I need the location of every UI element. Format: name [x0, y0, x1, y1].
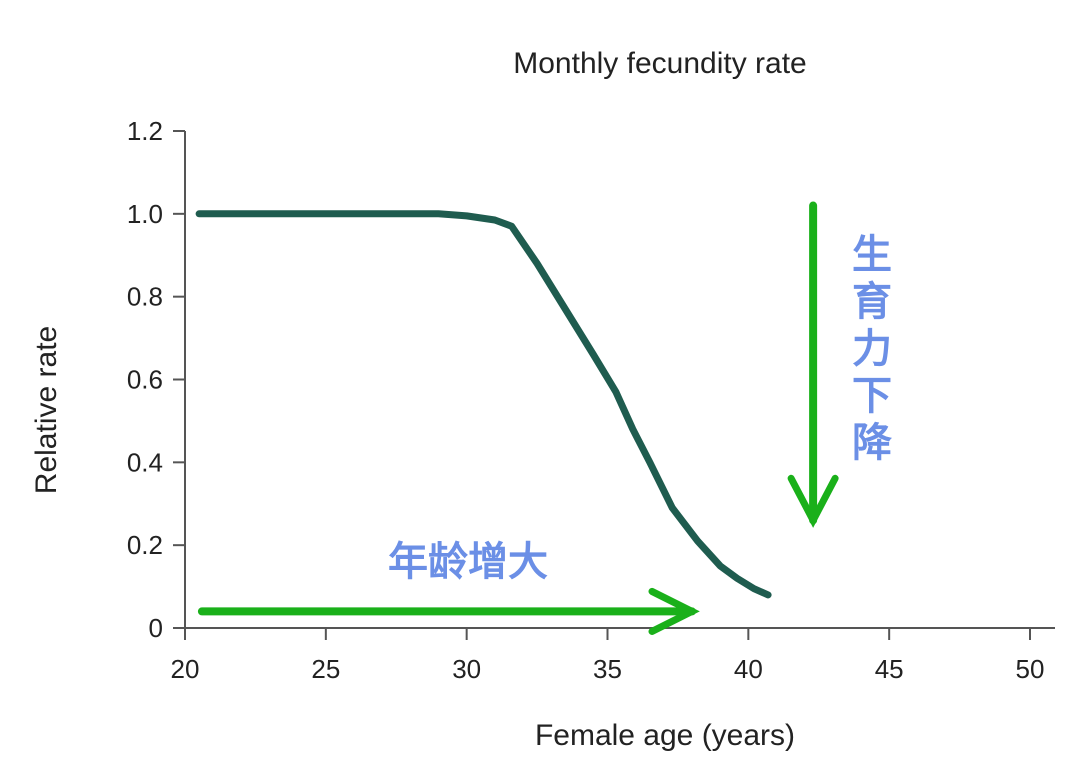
y-tick-label: 0.6 — [127, 365, 163, 395]
y-axis-title: Relative rate — [30, 326, 63, 494]
age-arrow-head — [648, 587, 700, 635]
x-tick-label: 50 — [1016, 654, 1045, 684]
y-tick-label: 0 — [149, 613, 163, 643]
age-increase-label: 年龄增大 — [388, 539, 548, 585]
fecundity-line — [195, 210, 772, 599]
x-tick-label: 45 — [875, 654, 904, 684]
x-tick-label: 20 — [171, 654, 200, 684]
y-tick-label: 1.0 — [127, 199, 163, 229]
axes — [184, 131, 1055, 629]
ticks: 0 0.2 0.4 0.6 0.8 1.0 1.2 20 25 30 35 40 45 50 — [127, 116, 1045, 684]
series-layer — [195, 210, 772, 599]
y-tick-label: 1.2 — [127, 116, 163, 146]
y-tick-label: 0.2 — [127, 530, 163, 560]
y-tick-label: 0.4 — [127, 447, 163, 477]
chart-title: Monthly fecundity rate — [513, 47, 806, 80]
fertility-decline-label: 生育力下降 — [852, 232, 892, 466]
x-tick-label: 25 — [311, 654, 340, 684]
x-tick-label: 35 — [593, 654, 622, 684]
decline-arrow-head — [787, 474, 839, 528]
y-tick-label: 0.8 — [127, 282, 163, 312]
x-axis-title: Female age (years) — [535, 719, 795, 752]
annotations: 年龄增大 生育力下降 — [197, 201, 892, 635]
x-tick-label: 30 — [452, 654, 481, 684]
x-tick-label: 40 — [734, 654, 763, 684]
